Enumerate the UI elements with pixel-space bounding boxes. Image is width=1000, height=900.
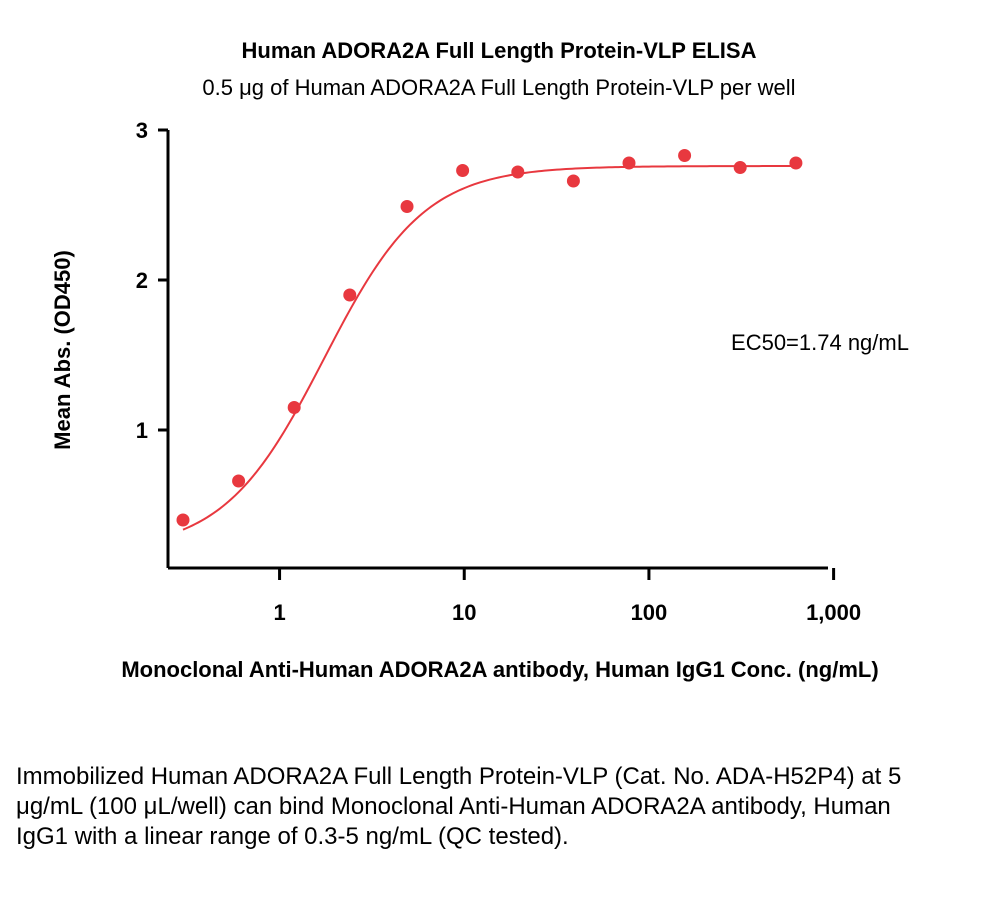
data-point (622, 156, 636, 170)
data-point (287, 401, 301, 414)
y-tick-label: 1 (136, 418, 148, 443)
figure-caption: Immobilized Human ADORA2A Full Length Pr… (16, 763, 902, 850)
x-tick-label: 1 (273, 600, 285, 625)
axes (158, 128, 836, 580)
tick-labels: 1 2 3 1 10 100 1,000 (136, 118, 861, 625)
data-point (678, 149, 692, 162)
data-point (566, 174, 580, 188)
data-point (343, 288, 357, 302)
data-point (232, 474, 246, 488)
data-point (789, 156, 803, 170)
chart-subtitle: 0.5 μg of Human ADORA2A Full Length Prot… (202, 75, 795, 100)
x-tick-label: 10 (452, 600, 476, 625)
data-point (400, 200, 414, 213)
y-axis-label: Mean Abs. (OD450) (50, 250, 75, 450)
x-axis-label: Monoclonal Anti-Human ADORA2A antibody, … (121, 657, 878, 682)
ec50-annotation: EC50=1.74 ng/mL (731, 330, 909, 355)
x-tick-label: 1,000 (806, 600, 861, 625)
data-point (456, 164, 470, 177)
data-point (176, 513, 190, 527)
y-tick-label: 3 (136, 118, 148, 143)
y-tick-label: 2 (136, 268, 148, 293)
chart-title: Human ADORA2A Full Length Protein-VLP EL… (242, 38, 757, 63)
elisa-chart: Human ADORA2A Full Length Protein-VLP EL… (50, 38, 909, 682)
data-points (176, 149, 803, 527)
data-point (511, 165, 525, 179)
fit-curve (182, 165, 796, 531)
data-point (733, 161, 747, 174)
x-tick-label: 100 (631, 600, 668, 625)
